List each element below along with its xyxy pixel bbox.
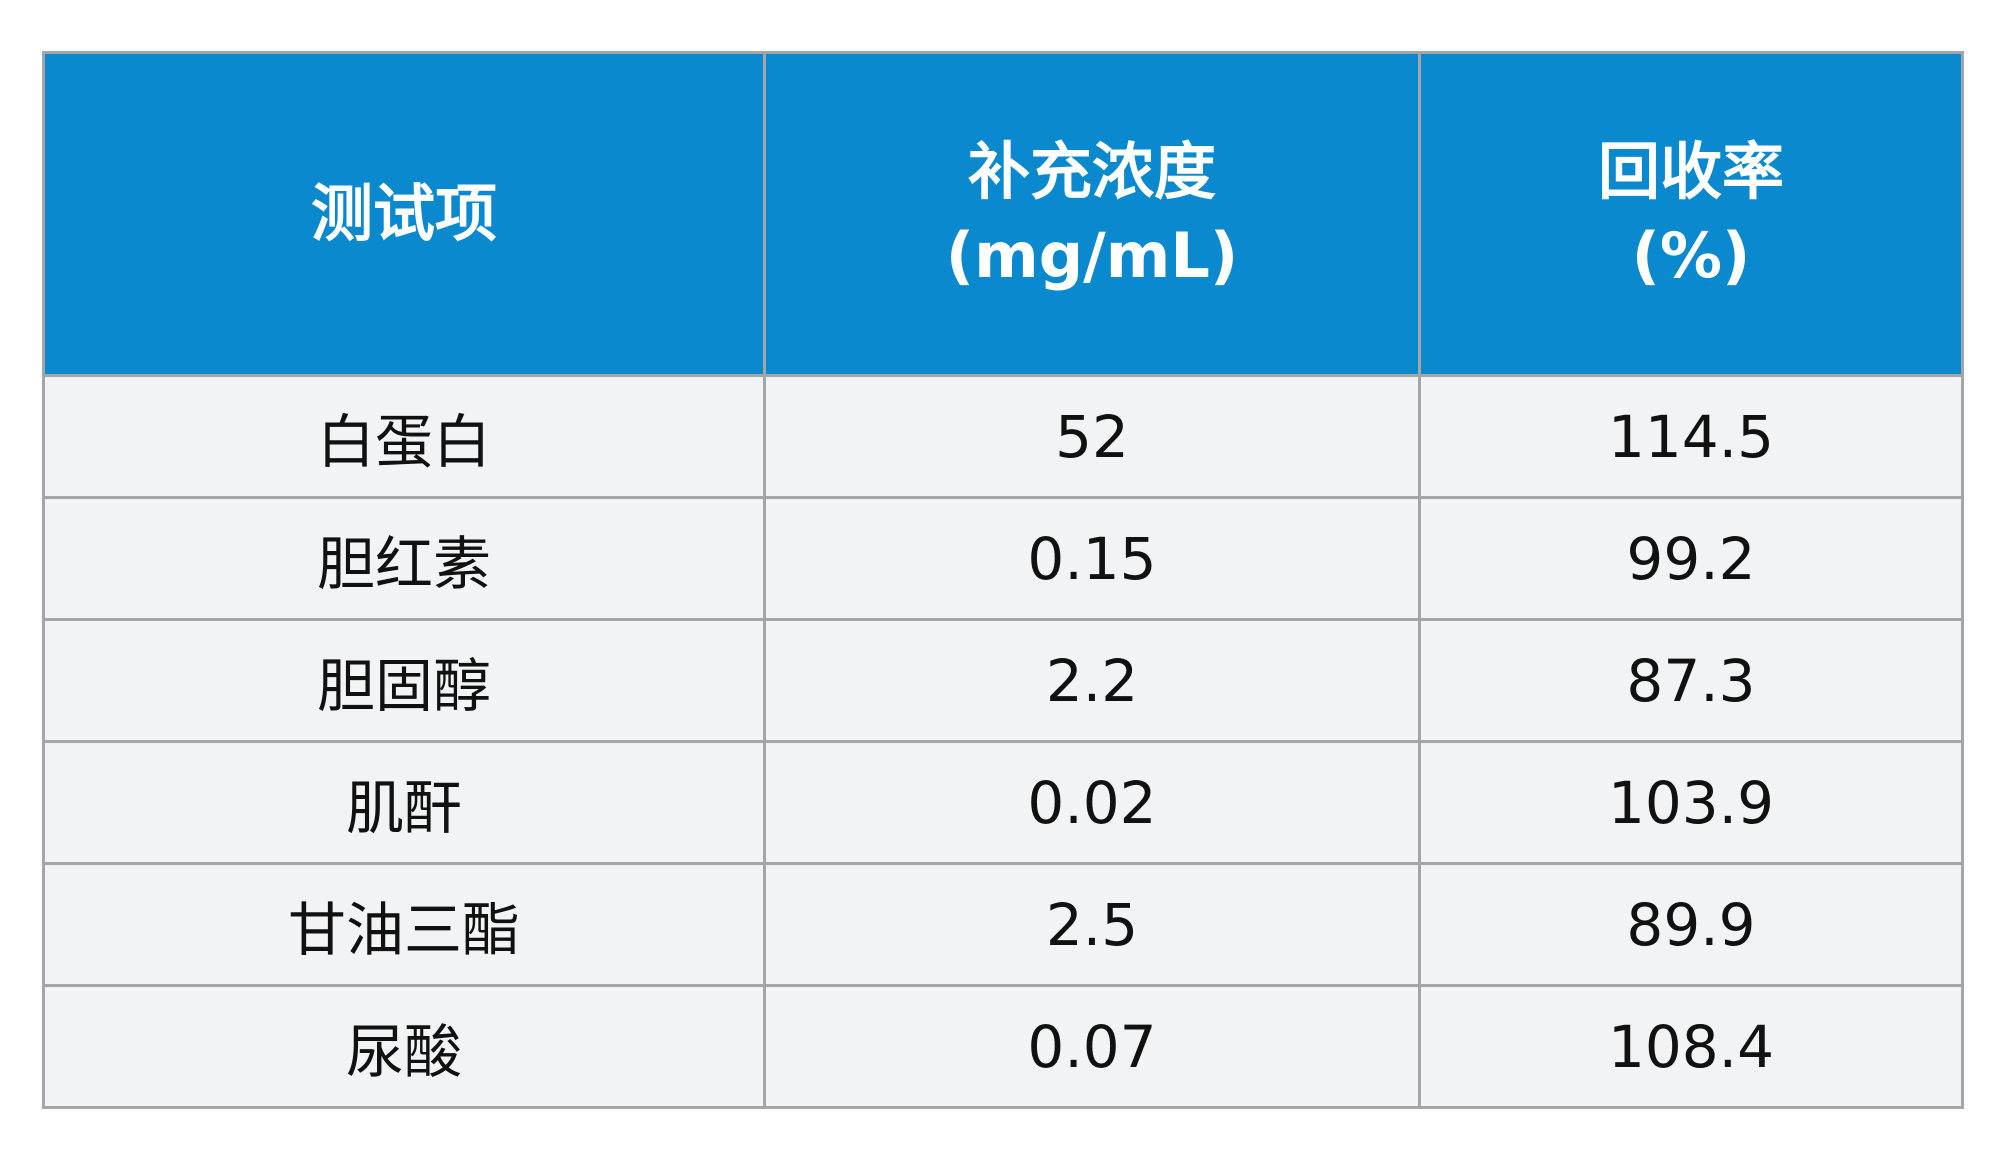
table-cell: 114.5 — [1418, 374, 1964, 499]
header-cell: 补充浓度 (mg/mL) — [763, 51, 1421, 377]
table-row: 白蛋白 52 114.5 — [42, 374, 1964, 499]
header-cell: 测试项 — [42, 51, 766, 377]
table-cell: 胆红素 — [42, 496, 766, 621]
table-row: 胆固醇 2.2 87.3 — [42, 618, 1964, 743]
table-cell: 108.4 — [1418, 984, 1964, 1109]
table-body: 白蛋白 52 114.5 胆红素 0.15 99.2 胆固醇 2.2 87.3 肌酐 0.02 103… — [42, 374, 1964, 1109]
header-cell: 回收率 (%) — [1418, 51, 1964, 377]
header-text: 回收率 — [1597, 135, 1784, 209]
table-cell: 2.5 — [763, 862, 1421, 987]
table-cell: 103.9 — [1418, 740, 1964, 865]
table-cell: 87.3 — [1418, 618, 1964, 743]
table-cell: 99.2 — [1418, 496, 1964, 621]
table-cell: 肌酐 — [42, 740, 766, 865]
table-row: 胆红素 0.15 99.2 — [42, 496, 1964, 621]
table-cell: 胆固醇 — [42, 618, 766, 743]
header-text: (%) — [1631, 219, 1751, 292]
header-text: (mg/mL) — [945, 219, 1239, 292]
table-header: 测试项 补充浓度 (mg/mL) 回收率 (%) — [42, 51, 1964, 377]
table-cell: 52 — [763, 374, 1421, 499]
table-row: 甘油三酯 2.5 89.9 — [42, 862, 1964, 987]
table-cell: 2.2 — [763, 618, 1421, 743]
header-row: 测试项 补充浓度 (mg/mL) 回收率 (%) — [42, 51, 1964, 377]
table-cell: 白蛋白 — [42, 374, 766, 499]
table-cell: 89.9 — [1418, 862, 1964, 987]
table-container: 测试项 补充浓度 (mg/mL) 回收率 (%) 白蛋白 52 114.5 胆红素 0.15 99… — [42, 51, 1964, 1109]
table-row: 尿酸 0.07 108.4 — [42, 984, 1964, 1109]
table-cell: 0.15 — [763, 496, 1421, 621]
table-cell: 0.02 — [763, 740, 1421, 865]
header-text: 补充浓度 — [967, 135, 1216, 209]
table-cell: 甘油三酯 — [42, 862, 766, 987]
table-row: 肌酐 0.02 103.9 — [42, 740, 1964, 865]
table-cell: 尿酸 — [42, 984, 766, 1109]
results-table: 测试项 补充浓度 (mg/mL) 回收率 (%) 白蛋白 52 114.5 胆红素 0.15 99… — [42, 51, 1964, 1109]
table-cell: 0.07 — [763, 984, 1421, 1109]
header-text: 测试项 — [310, 177, 497, 251]
